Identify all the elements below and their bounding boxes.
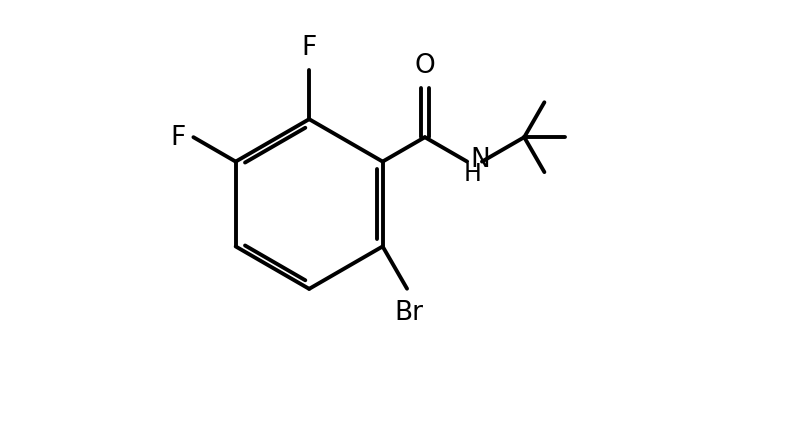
Text: N: N: [470, 147, 490, 173]
Text: H: H: [463, 162, 481, 186]
Text: O: O: [414, 53, 435, 79]
Text: Br: Br: [395, 299, 424, 325]
Text: F: F: [302, 35, 317, 60]
Text: F: F: [170, 125, 186, 151]
